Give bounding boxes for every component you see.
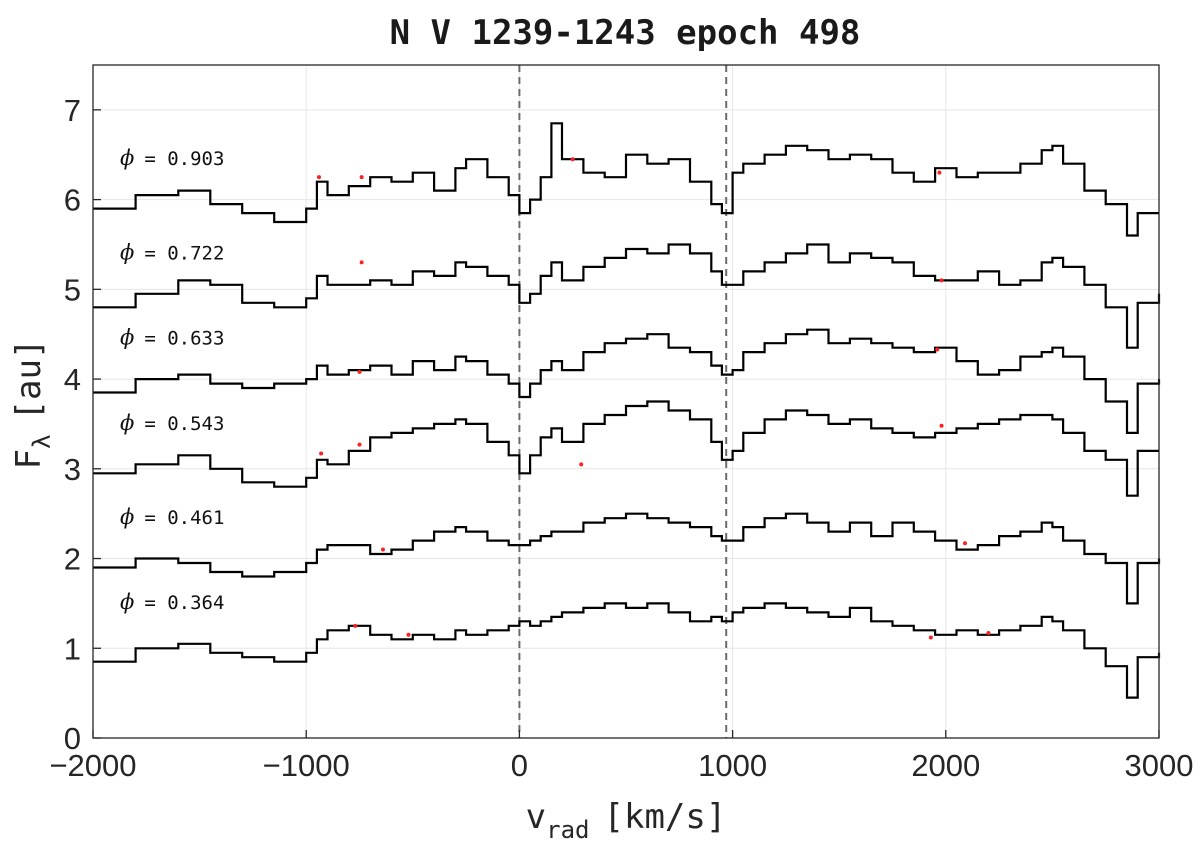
y-tick-label-0: 0	[64, 721, 81, 756]
flagged-point-4	[359, 260, 364, 265]
series-line-0	[93, 122, 1159, 237]
flagged-point-14	[353, 623, 358, 628]
flagged-point-11	[939, 423, 944, 428]
series-label-3: ϕ = 0.543	[120, 411, 224, 435]
x-ticks: −2000 −1000 0 1000 2000 3000	[49, 730, 1193, 783]
x-tick-label-5: 3000	[1125, 748, 1194, 783]
y-axis-label: Fλ [au]	[9, 339, 56, 470]
phase-value: = 0.461	[144, 507, 224, 529]
phi-symbol: ϕ	[120, 240, 134, 264]
series-label-1: ϕ = 0.722	[120, 240, 224, 264]
x-axis-label-sub: rad	[546, 816, 589, 844]
flagged-point-17	[986, 631, 991, 636]
phi-symbol: ϕ	[120, 146, 134, 170]
flagged-point-10	[579, 462, 584, 467]
phi-symbol: ϕ	[120, 411, 134, 435]
flagged-point-7	[935, 347, 940, 352]
flagged-point-12	[380, 547, 385, 552]
x-tick-label-2: 0	[511, 748, 528, 783]
y-tick-label-3: 3	[64, 452, 81, 487]
phase-labels: ϕ = 0.903 ϕ = 0.722 ϕ = 0.633 ϕ = 0.543 ϕ = 0.461…	[120, 146, 224, 614]
y-tick-label-6: 6	[64, 183, 81, 218]
flagged-point-16	[928, 635, 933, 640]
flagged-point-8	[319, 451, 324, 456]
y-tick-label-7: 7	[64, 93, 81, 128]
phase-value: = 0.364	[144, 592, 224, 614]
series-label-2: ϕ = 0.633	[120, 326, 224, 350]
x-tick-label-4: 2000	[911, 748, 980, 783]
flagged-point-3	[937, 170, 942, 175]
series-line-3	[93, 400, 1159, 497]
y-tick-label-5: 5	[64, 272, 81, 307]
phi-symbol: ϕ	[120, 590, 134, 614]
y-axis-label-main: F	[9, 449, 49, 469]
y-ticks: 0 1 2 3 4 5 6 7	[64, 93, 101, 756]
series-line-4	[93, 512, 1161, 605]
y-tick-label-2: 2	[64, 542, 81, 577]
phase-value: = 0.543	[144, 413, 224, 435]
x-axis-label: vrad [km/s]	[526, 797, 727, 844]
flagged-point-0	[316, 175, 321, 180]
phase-value: = 0.722	[144, 242, 224, 264]
y-tick-label-1: 1	[64, 631, 81, 666]
series-label-0: ϕ = 0.903	[120, 146, 224, 170]
series-label-5: ϕ = 0.364	[120, 590, 224, 614]
flagged-point-2	[570, 157, 575, 162]
series-group	[93, 122, 1161, 699]
phi-symbol: ϕ	[120, 326, 134, 350]
chart-title: N V 1239-1243 epoch 498	[390, 13, 861, 53]
flagged-points	[316, 157, 991, 640]
y-tick-label-4: 4	[64, 362, 81, 397]
phase-value: = 0.633	[144, 328, 224, 350]
phase-value: = 0.903	[144, 148, 224, 170]
plot-frame	[92, 64, 1160, 739]
series-line-1	[93, 243, 1161, 349]
flagged-point-9	[357, 442, 362, 447]
series-line-2	[93, 328, 1161, 434]
series-line-5	[93, 602, 1161, 699]
x-tick-label-0: −2000	[49, 748, 136, 783]
flagged-point-1	[359, 175, 364, 180]
flagged-point-6	[357, 369, 362, 374]
series-label-4: ϕ = 0.461	[120, 505, 224, 529]
phi-symbol: ϕ	[120, 505, 134, 529]
x-tick-label-3: 1000	[698, 748, 767, 783]
flagged-point-5	[939, 278, 944, 283]
flagged-point-13	[962, 541, 967, 546]
reference-lines	[518, 65, 728, 738]
flagged-point-15	[406, 632, 411, 637]
y-axis-label-sub: λ	[28, 434, 56, 448]
x-axis-label-units: [km/s]	[604, 797, 727, 837]
x-tick-label-1: −1000	[263, 748, 350, 783]
x-axis-label-main: v	[526, 797, 546, 837]
y-axis-label-units: [au]	[9, 339, 49, 421]
